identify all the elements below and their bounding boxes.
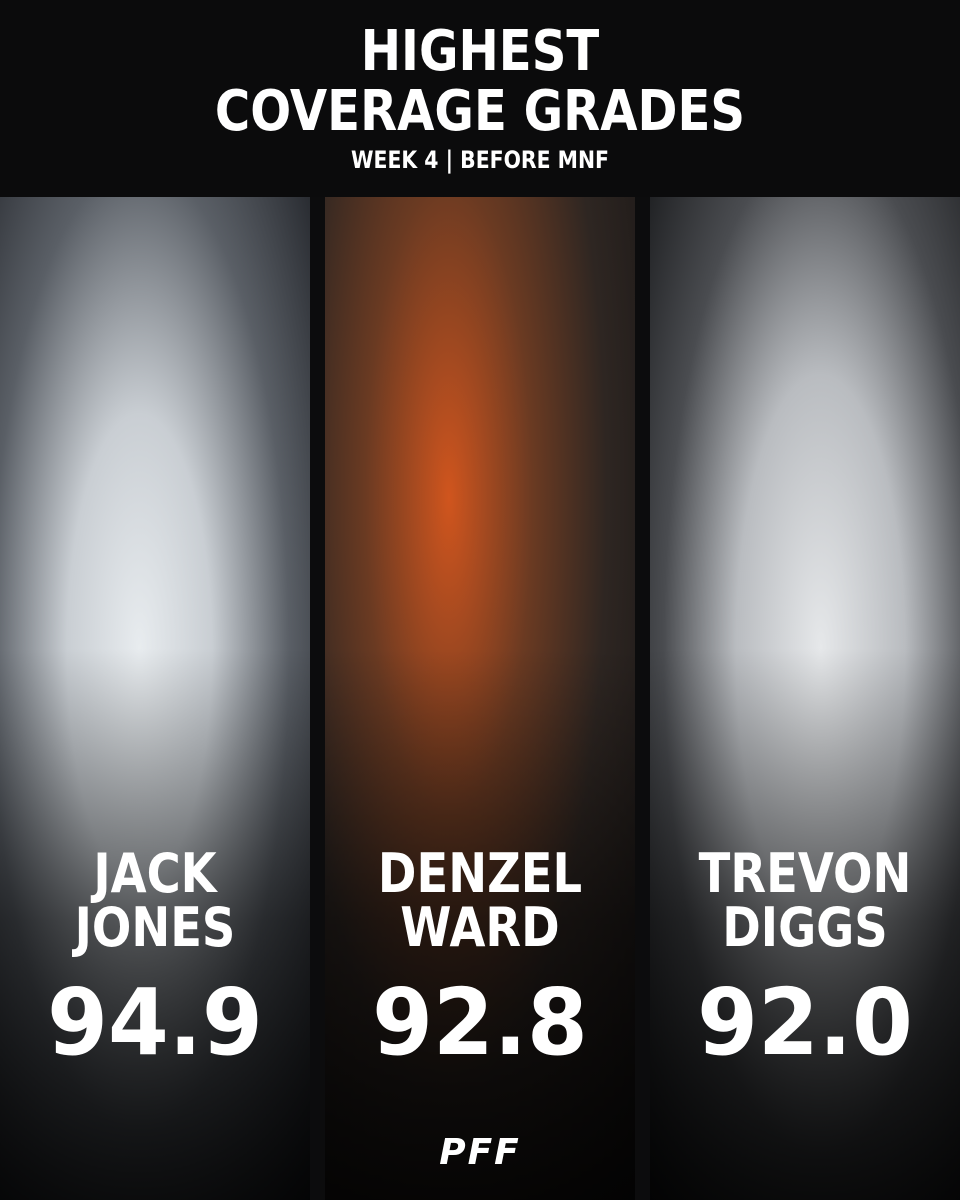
logo: PFF xyxy=(439,1132,521,1173)
player-grade: 94.9 xyxy=(47,969,263,1076)
title-line: COVERAGE GRADES xyxy=(214,79,746,144)
player-name: WARD xyxy=(400,896,560,959)
player-panel: DENZEL WARD 92.8 xyxy=(325,197,635,1200)
photo-shade xyxy=(650,197,960,1200)
player-panel: TREVON DIGGS 92.0 xyxy=(650,197,960,1200)
photo-shade xyxy=(325,197,635,1200)
player-grade: 92.8 xyxy=(372,969,588,1076)
player-panel: JACK JONES 94.9 xyxy=(0,197,310,1200)
player-grade: 92.0 xyxy=(697,969,913,1076)
subtitle: WEEK 4 | BEFORE MNF xyxy=(351,146,609,174)
player-name: JACK xyxy=(93,842,217,905)
player-name: DIGGS xyxy=(722,896,888,959)
header: HIGHEST COVERAGE GRADES WEEK 4 | BEFORE … xyxy=(0,0,960,197)
title-line: HIGHEST xyxy=(360,19,600,84)
player-name: JONES xyxy=(74,896,236,959)
photo-shade xyxy=(0,197,310,1200)
player-name: TREVON xyxy=(698,842,912,905)
player-name: DENZEL xyxy=(377,842,583,905)
